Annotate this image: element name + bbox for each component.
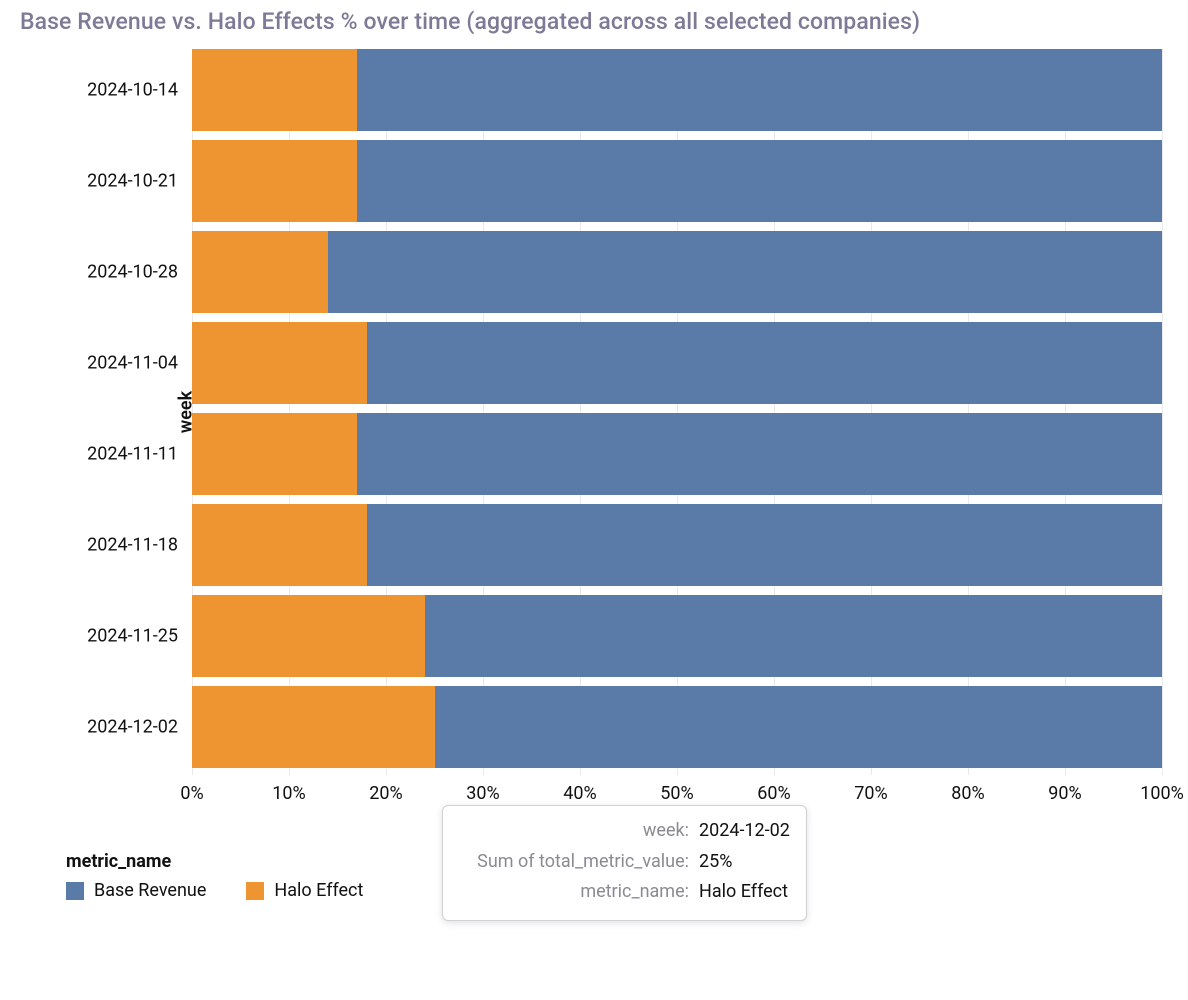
legend-item[interactable]: Base Revenue — [66, 880, 206, 901]
x-tick-label: 50% — [660, 775, 693, 804]
bar-segment[interactable] — [192, 49, 357, 131]
bar-segment[interactable] — [425, 595, 1162, 677]
legend-swatch — [66, 882, 84, 900]
tooltip-row: Sum of total_metric_value: 25% — [459, 847, 790, 878]
y-tick-label: 2024-11-18 — [87, 535, 192, 556]
x-tick-label: 20% — [369, 775, 402, 804]
y-tick-label: 2024-12-02 — [87, 717, 192, 738]
bar-segment[interactable] — [192, 140, 357, 222]
grid-line — [1162, 49, 1163, 775]
bar-segment[interactable] — [367, 322, 1162, 404]
y-tick-label: 2024-11-04 — [87, 353, 192, 374]
x-tick-label: 70% — [854, 775, 887, 804]
bar-segment[interactable] — [192, 595, 425, 677]
bar-row[interactable] — [192, 504, 1162, 586]
y-tick-label: 2024-10-14 — [87, 80, 192, 101]
plot-area[interactable]: week 0%10%20%30%40%50%60%70%80%90%100%20… — [192, 49, 1162, 775]
tooltip-row: metric_name: Halo Effect — [459, 877, 790, 908]
x-tick-label: 40% — [563, 775, 596, 804]
legend-swatch — [246, 882, 264, 900]
chart-title: Base Revenue vs. Halo Effects % over tim… — [20, 8, 1170, 35]
bar-segment[interactable] — [192, 504, 367, 586]
x-tick-label: 10% — [272, 775, 305, 804]
tooltip-key: week: — [459, 816, 689, 847]
tooltip-value: Halo Effect — [699, 877, 788, 908]
y-tick-label: 2024-10-28 — [87, 262, 192, 283]
bar-segment[interactable] — [357, 49, 1162, 131]
x-tick-label: 90% — [1048, 775, 1081, 804]
x-tick-label: 100% — [1140, 775, 1184, 804]
legend-label: Base Revenue — [94, 880, 206, 901]
bar-row[interactable] — [192, 140, 1162, 222]
y-tick-label: 2024-11-11 — [87, 444, 192, 465]
bar-segment[interactable] — [357, 140, 1162, 222]
bar-segment[interactable] — [367, 504, 1162, 586]
bar-segment[interactable] — [357, 413, 1162, 495]
page: Base Revenue vs. Halo Effects % over tim… — [0, 0, 1188, 1000]
bar-row[interactable] — [192, 322, 1162, 404]
legend-item[interactable]: Halo Effect — [246, 880, 363, 901]
y-tick-label: 2024-10-21 — [87, 171, 192, 192]
legend-label: Halo Effect — [274, 880, 363, 901]
tooltip-value: 25% — [699, 847, 732, 878]
bar-segment[interactable] — [192, 686, 435, 768]
x-tick-label: 30% — [466, 775, 499, 804]
bar-segment[interactable] — [192, 322, 367, 404]
bar-row[interactable] — [192, 595, 1162, 677]
bar-segment[interactable] — [192, 413, 357, 495]
tooltip: week: 2024-12-02 Sum of total_metric_val… — [442, 805, 807, 921]
y-tick-label: 2024-11-25 — [87, 626, 192, 647]
bar-segment[interactable] — [328, 231, 1162, 313]
bar-row[interactable] — [192, 413, 1162, 495]
chart-area: week 0%10%20%30%40%50%60%70%80%90%100%20… — [18, 49, 1170, 901]
tooltip-value: 2024-12-02 — [699, 816, 790, 847]
bar-row[interactable] — [192, 686, 1162, 768]
tooltip-key: metric_name: — [459, 877, 689, 908]
bar-row[interactable] — [192, 231, 1162, 313]
x-tick-label: 60% — [757, 775, 790, 804]
bar-segment[interactable] — [435, 686, 1163, 768]
x-tick-label: 0% — [180, 775, 203, 804]
bar-row[interactable] — [192, 49, 1162, 131]
bar-segment[interactable] — [192, 231, 328, 313]
x-tick-label: 80% — [951, 775, 984, 804]
tooltip-key: Sum of total_metric_value: — [459, 847, 689, 878]
tooltip-row: week: 2024-12-02 — [459, 816, 790, 847]
